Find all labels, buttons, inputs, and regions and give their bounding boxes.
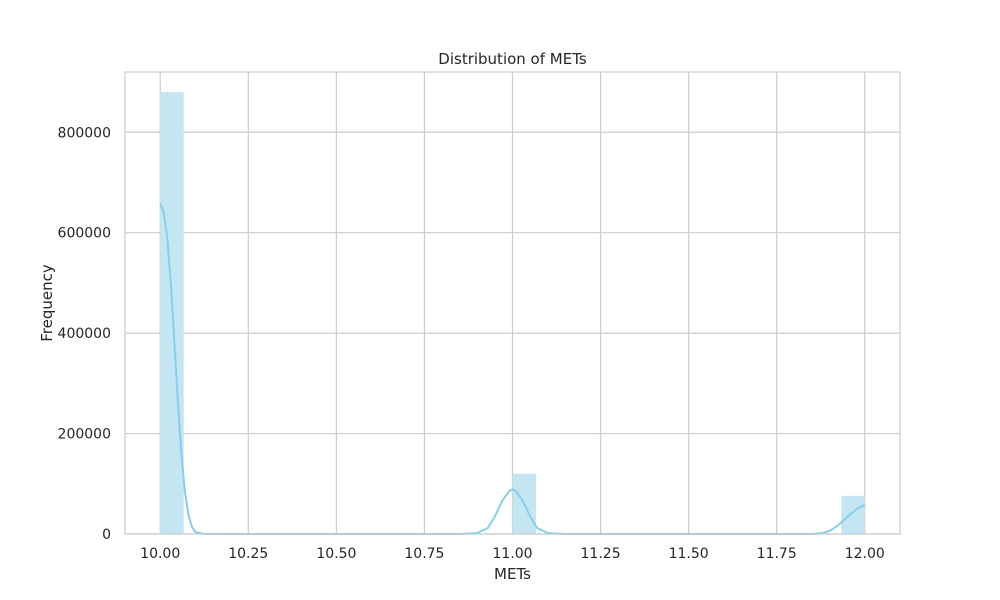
y-axis-label: Frequency — [38, 264, 56, 342]
x-tick-label: 10.00 — [140, 546, 180, 562]
x-tick-label: 10.75 — [404, 546, 444, 562]
y-tick-label: 400000 — [58, 326, 111, 342]
x-tick-label: 11.00 — [492, 546, 532, 562]
x-axis-label: METs — [494, 565, 531, 583]
x-tick-label: 11.75 — [757, 546, 797, 562]
x-tick-label: 10.25 — [228, 546, 268, 562]
y-tick-labels: 0 200000 400000 600000 800000 — [58, 125, 111, 543]
x-tick-label: 12.00 — [845, 546, 885, 562]
y-tick-label: 600000 — [58, 226, 111, 242]
y-tick-label: 800000 — [58, 125, 111, 141]
chart-title: Distribution of METs — [438, 50, 587, 68]
axes-frame — [124, 71, 901, 535]
histogram-bar — [841, 495, 865, 534]
x-tick-label: 11.25 — [581, 546, 621, 562]
grid — [125, 72, 900, 535]
x-tick-label: 11.50 — [669, 546, 709, 562]
x-tick-labels: 10.00 10.25 10.50 10.75 11.00 11.25 11.50 11.75… — [140, 546, 885, 562]
x-tick-label: 10.50 — [316, 546, 356, 562]
kde-line — [159, 203, 866, 535]
y-tick-label: 200000 — [58, 427, 111, 443]
y-tick-label: 0 — [102, 527, 111, 543]
